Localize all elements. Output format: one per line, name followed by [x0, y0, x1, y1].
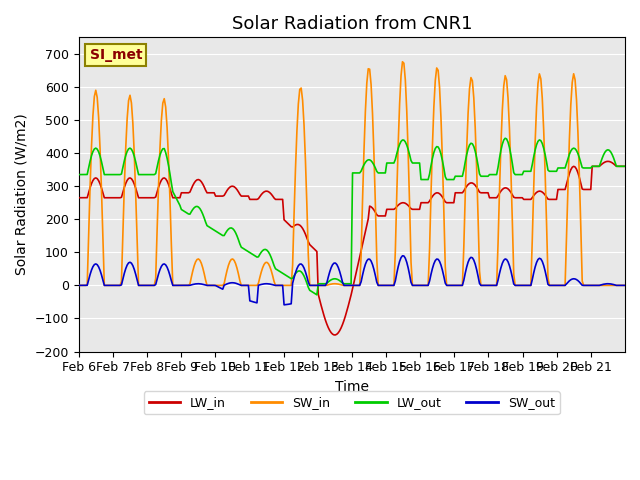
Legend: LW_in, SW_in, LW_out, SW_out: LW_in, SW_in, LW_out, SW_out	[144, 391, 560, 414]
Y-axis label: Solar Radiation (W/m2): Solar Radiation (W/m2)	[15, 114, 29, 276]
Text: SI_met: SI_met	[90, 48, 142, 62]
X-axis label: Time: Time	[335, 380, 369, 394]
Title: Solar Radiation from CNR1: Solar Radiation from CNR1	[232, 15, 472, 33]
